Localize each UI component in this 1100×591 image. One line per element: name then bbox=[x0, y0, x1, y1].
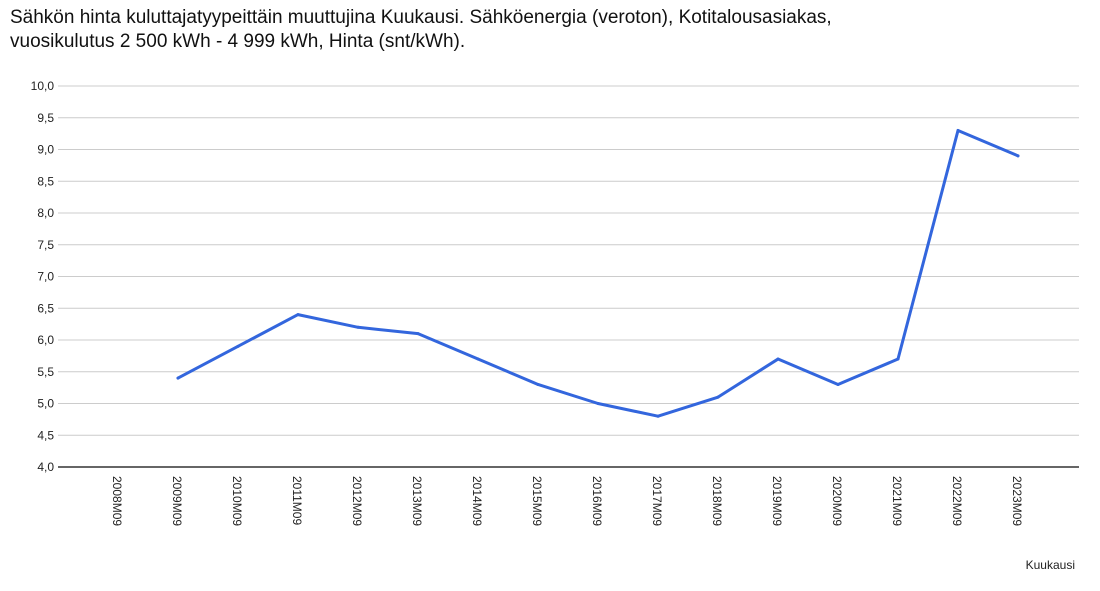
data-point bbox=[776, 357, 780, 361]
x-tick-label: 2016M09 bbox=[590, 476, 604, 526]
y-tick-label: 9,0 bbox=[37, 143, 54, 157]
chart-title-line-1: Sähkön hinta kuluttajatyypeittäin muuttu… bbox=[10, 7, 832, 28]
data-point bbox=[536, 382, 540, 386]
x-tick-label: 2015M09 bbox=[530, 476, 544, 526]
series-points bbox=[176, 128, 1020, 418]
x-tick-label: 2014M09 bbox=[470, 476, 484, 526]
chart-title-line-2: vuosikulutus 2 500 kWh - 4 999 kWh, Hint… bbox=[10, 31, 466, 52]
x-tick-label: 2012M09 bbox=[350, 476, 364, 526]
data-point bbox=[416, 332, 420, 336]
x-tick-label: 2020M09 bbox=[830, 476, 844, 526]
data-point bbox=[836, 382, 840, 386]
x-tick-label: 2023M09 bbox=[1010, 476, 1024, 526]
y-tick-label: 6,5 bbox=[37, 301, 54, 315]
x-tick-label: 2010M09 bbox=[230, 476, 244, 526]
data-point bbox=[656, 414, 660, 418]
y-tick-label: 4,5 bbox=[37, 428, 54, 442]
x-tick-label: 2022M09 bbox=[950, 476, 964, 526]
y-tick-label: 5,5 bbox=[37, 365, 54, 379]
data-point bbox=[296, 313, 300, 317]
x-axis-label: Kuukausi bbox=[1026, 558, 1075, 572]
y-tick-label: 7,5 bbox=[37, 238, 54, 252]
y-tick-label: 4,0 bbox=[37, 460, 54, 474]
x-tick-label: 2017M09 bbox=[650, 476, 664, 526]
y-tick-label: 8,5 bbox=[37, 174, 54, 188]
gridlines bbox=[58, 85, 1079, 436]
y-tick-label: 6,0 bbox=[37, 333, 54, 347]
y-axis-ticks: 4,0 4,5 5,0 5,5 6,0 6,5 7,0 7,5 8,0 8,5 9,0 9,5 10,0 bbox=[31, 79, 55, 474]
x-tick-label: 2021M09 bbox=[890, 476, 904, 526]
y-tick-label: 8,0 bbox=[37, 206, 54, 220]
x-tick-label: 2011M09 bbox=[290, 476, 304, 525]
y-tick-label: 7,0 bbox=[37, 270, 54, 284]
data-point bbox=[356, 325, 360, 329]
y-tick-label: 9,5 bbox=[37, 111, 54, 125]
x-tick-label: 2018M09 bbox=[710, 476, 724, 526]
data-point bbox=[476, 357, 480, 361]
x-tick-label: 2013M09 bbox=[410, 476, 424, 526]
x-axis-ticks: 2008M09 2009M09 2010M09 2011M09 2012M09 2013M… bbox=[110, 476, 1024, 526]
data-point bbox=[236, 344, 240, 348]
y-tick-label: 10,0 bbox=[31, 79, 55, 93]
data-point bbox=[1016, 154, 1020, 158]
data-point bbox=[716, 395, 720, 399]
data-point bbox=[956, 128, 960, 132]
series-line bbox=[176, 128, 1020, 418]
data-point bbox=[896, 357, 900, 361]
x-tick-label: 2008M09 bbox=[110, 476, 124, 526]
x-tick-label: 2019M09 bbox=[770, 476, 784, 526]
chart-title: Sähkön hinta kuluttajatyypeittäin muuttu… bbox=[10, 6, 1090, 54]
data-point bbox=[176, 376, 180, 380]
y-tick-label: 5,0 bbox=[37, 397, 54, 411]
x-tick-label: 2009M09 bbox=[170, 476, 184, 526]
data-point bbox=[596, 402, 600, 405]
